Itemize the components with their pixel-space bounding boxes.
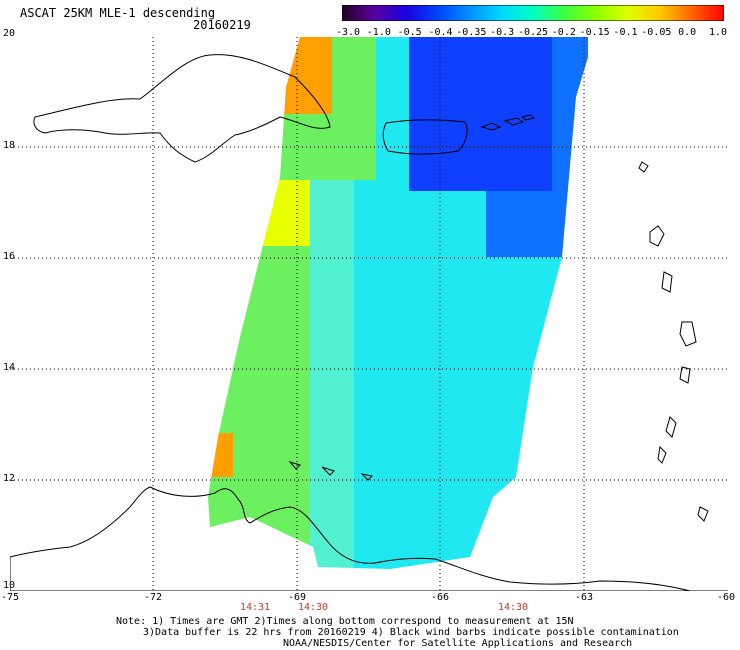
colorbar-label: -0.3 <box>490 27 515 38</box>
time-label-1: 14:31 <box>239 602 271 613</box>
lon-label-60: -60 <box>716 592 736 603</box>
lesser-antilles-coast <box>638 161 709 522</box>
lat-label-18: 18 <box>3 140 16 151</box>
colorbar-label: 0.0 <box>678 27 697 38</box>
hispaniola-coast <box>33 54 331 163</box>
colorbar-label: -0.25 <box>517 27 549 38</box>
puerto-rico-coast <box>382 119 468 155</box>
lon-label-66: -66 <box>430 592 450 603</box>
lat-label-12: 12 <box>3 473 16 484</box>
abc-islands-coast <box>288 461 374 481</box>
colorbar-label: -0.2 <box>551 27 576 38</box>
swath-map <box>10 37 728 591</box>
lon-label-63: -63 <box>574 592 594 603</box>
color-scale-bar <box>342 5 724 21</box>
south-america-coast <box>10 486 728 591</box>
lat-label-14: 14 <box>3 362 16 373</box>
colorbar-label: -0.4 <box>428 27 453 38</box>
lon-label-72: -72 <box>143 592 163 603</box>
colorbar-label: -0.05 <box>641 27 672 38</box>
note-line-3: NOAA/NESDIS/Center for Satellite Applica… <box>283 638 633 649</box>
time-label-2: 14:30 <box>297 602 329 613</box>
colorbar-label: -0.1 <box>613 27 638 38</box>
product-title: ASCAT 25KM MLE-1 descending <box>20 6 216 20</box>
colorbar-label: -1.0 <box>366 27 391 38</box>
note-line-2: 3)Data buffer is 22 hrs from 20160219 4)… <box>143 627 679 638</box>
lon-label-69: -69 <box>287 592 307 603</box>
note-line-1: Note: 1) Times are GMT 2)Times along bot… <box>116 616 574 627</box>
colorbar-label: 1.0 <box>708 27 728 38</box>
lat-label-16: 16 <box>3 251 16 262</box>
lon-label-75: -75 <box>0 592 20 603</box>
product-date: 20160219 <box>193 18 251 32</box>
lat-label-10: 10 <box>3 580 16 591</box>
colorbar-label: -0.15 <box>579 27 610 38</box>
coastlines <box>10 54 728 591</box>
virgin-islands-coast <box>480 114 536 131</box>
colorbar-label: -0.5 <box>397 27 422 38</box>
colorbar-label: -0.35 <box>456 27 487 38</box>
lat-label-20: 20 <box>3 28 16 39</box>
time-label-3: 14:30 <box>497 602 529 613</box>
colorbar-label: -3.0 <box>335 27 361 38</box>
grid-lines <box>10 37 728 591</box>
